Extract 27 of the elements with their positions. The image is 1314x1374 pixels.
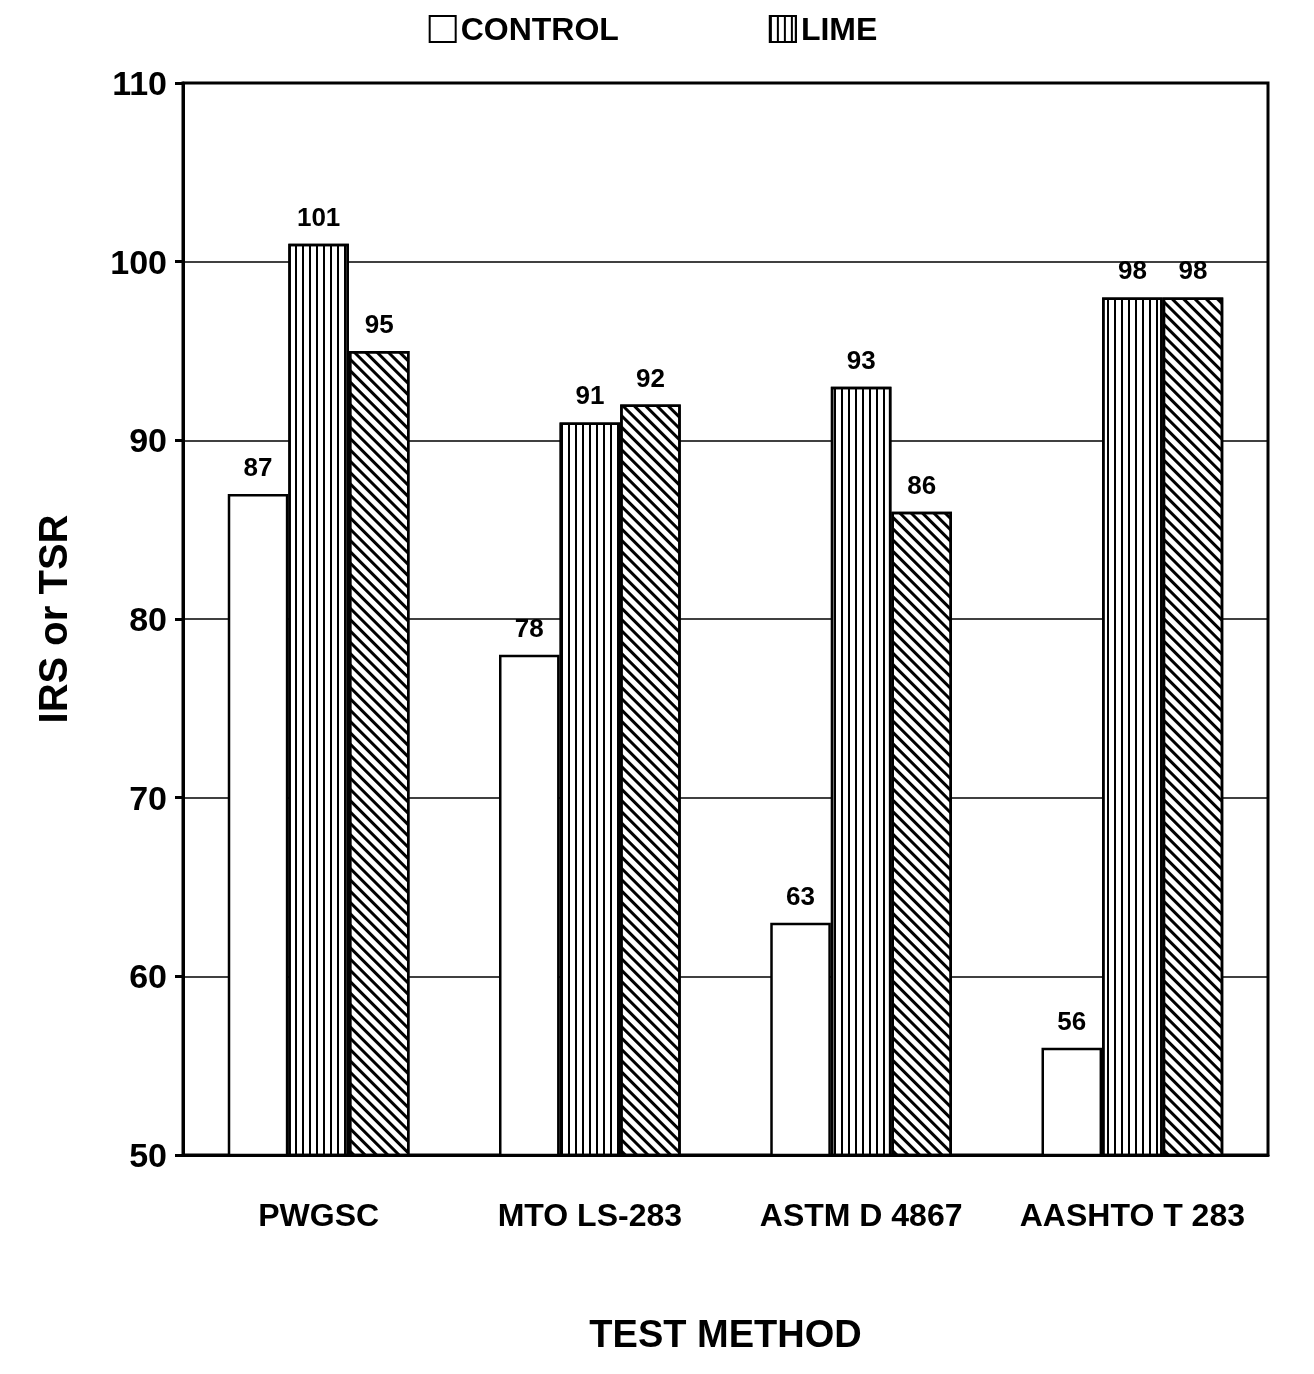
x-axis-title: TEST METHOD <box>589 1313 862 1355</box>
y-tick-label: 110 <box>112 64 167 102</box>
y-tick-label: 90 <box>129 421 167 460</box>
data-label: 63 <box>786 880 816 911</box>
data-label: 87 <box>243 451 273 482</box>
data-label: 78 <box>514 612 544 643</box>
data-label: 101 <box>296 201 341 232</box>
x-tick-label: PWGSC <box>258 1197 380 1233</box>
y-tick-label: 100 <box>110 242 167 281</box>
legend-label: CONTROL <box>460 11 619 47</box>
data-label: 98 <box>1178 255 1208 286</box>
x-tick-label: AASHTO T 283 <box>1019 1197 1245 1233</box>
x-tick-label: MTO LS-283 <box>497 1197 683 1233</box>
data-label: 92 <box>635 362 665 393</box>
legend-label: LIME <box>800 11 878 47</box>
data-label: 56 <box>1057 1005 1087 1036</box>
y-tick-label: 60 <box>129 957 167 996</box>
y-tick-label: 80 <box>129 600 167 638</box>
y-tick-label: 70 <box>129 778 167 817</box>
data-label: 86 <box>907 469 937 500</box>
y-tick-label: 50 <box>129 1136 167 1174</box>
data-label: 95 <box>364 309 394 339</box>
x-tick-label: ASTM D 4867 <box>759 1197 963 1233</box>
data-label: 93 <box>846 344 876 375</box>
data-label: 91 <box>575 380 605 411</box>
data-label: 98 <box>1117 255 1147 286</box>
y-axis-title: IRS or TSR <box>31 514 75 724</box>
